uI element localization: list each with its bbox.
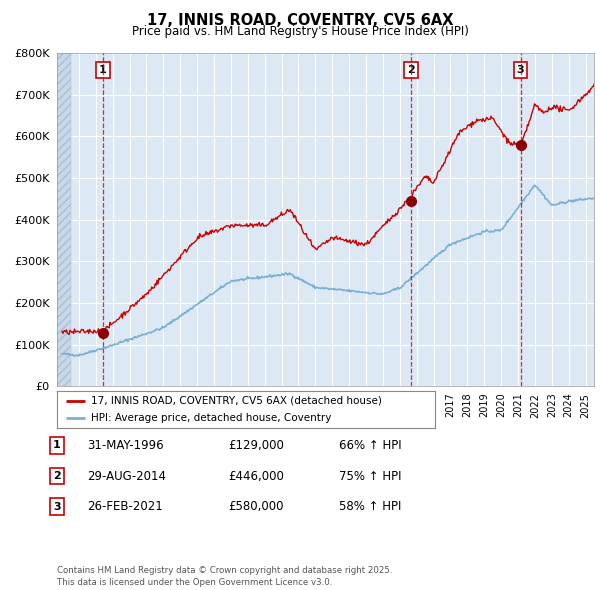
Text: 17, INNIS ROAD, COVENTRY, CV5 6AX: 17, INNIS ROAD, COVENTRY, CV5 6AX (147, 13, 453, 28)
Text: 1: 1 (53, 441, 61, 450)
Text: Price paid vs. HM Land Registry's House Price Index (HPI): Price paid vs. HM Land Registry's House … (131, 25, 469, 38)
Text: 3: 3 (517, 65, 524, 75)
Text: 1: 1 (99, 65, 107, 75)
Text: 75% ↑ HPI: 75% ↑ HPI (339, 470, 401, 483)
Text: HPI: Average price, detached house, Coventry: HPI: Average price, detached house, Cove… (91, 414, 331, 424)
Text: 29-AUG-2014: 29-AUG-2014 (87, 470, 166, 483)
Text: 17, INNIS ROAD, COVENTRY, CV5 6AX (detached house): 17, INNIS ROAD, COVENTRY, CV5 6AX (detac… (91, 396, 382, 406)
Text: 66% ↑ HPI: 66% ↑ HPI (339, 439, 401, 452)
Text: £129,000: £129,000 (228, 439, 284, 452)
Text: 26-FEB-2021: 26-FEB-2021 (87, 500, 163, 513)
Text: Contains HM Land Registry data © Crown copyright and database right 2025.
This d: Contains HM Land Registry data © Crown c… (57, 566, 392, 587)
Text: 3: 3 (53, 502, 61, 512)
Text: £580,000: £580,000 (228, 500, 284, 513)
Text: 2: 2 (407, 65, 415, 75)
Text: £446,000: £446,000 (228, 470, 284, 483)
Text: 31-MAY-1996: 31-MAY-1996 (87, 439, 164, 452)
Text: 2: 2 (53, 471, 61, 481)
Text: 58% ↑ HPI: 58% ↑ HPI (339, 500, 401, 513)
